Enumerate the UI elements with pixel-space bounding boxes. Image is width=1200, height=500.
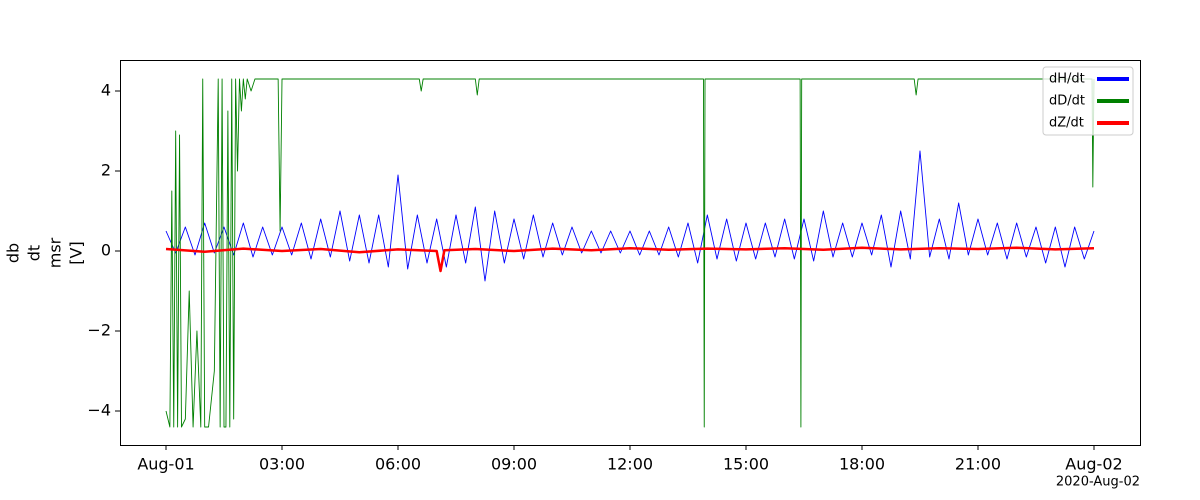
series-line bbox=[165, 246, 1095, 273]
series-line bbox=[165, 78, 1095, 428]
y-tick-label: 2 bbox=[101, 161, 111, 180]
y-tick-label: 0 bbox=[101, 241, 111, 260]
x-tick-label: Aug-01 bbox=[137, 455, 194, 474]
y-tick-label: 4 bbox=[101, 81, 111, 100]
y-tick-label: −2 bbox=[87, 321, 111, 340]
y-tick-label: −4 bbox=[87, 401, 111, 420]
series-line bbox=[165, 150, 1095, 282]
x-tick-label: 12:00 bbox=[607, 455, 653, 474]
x-tick-label: 21:00 bbox=[955, 455, 1001, 474]
date-annotation: 2020-Aug-02 bbox=[1056, 475, 1140, 490]
x-tick-label: 09:00 bbox=[491, 455, 537, 474]
x-tick-label: 03:00 bbox=[259, 455, 305, 474]
x-tick-label: Aug-02 bbox=[1065, 455, 1122, 474]
y-axis-label: msr bbox=[46, 237, 65, 268]
x-tick-label: 18:00 bbox=[839, 455, 885, 474]
legend-label: dZ/dt bbox=[1049, 116, 1084, 131]
legend-label: dH/dt bbox=[1049, 72, 1085, 87]
legend-box bbox=[1042, 66, 1134, 136]
y-axis-label: db bbox=[4, 243, 23, 263]
y-axis-label: [V] bbox=[67, 241, 86, 264]
y-axis-label: dt bbox=[25, 245, 44, 261]
x-tick-label: 06:00 bbox=[375, 455, 421, 474]
legend-label: dD/dt bbox=[1049, 94, 1085, 109]
x-tick-label: 15:00 bbox=[723, 455, 769, 474]
